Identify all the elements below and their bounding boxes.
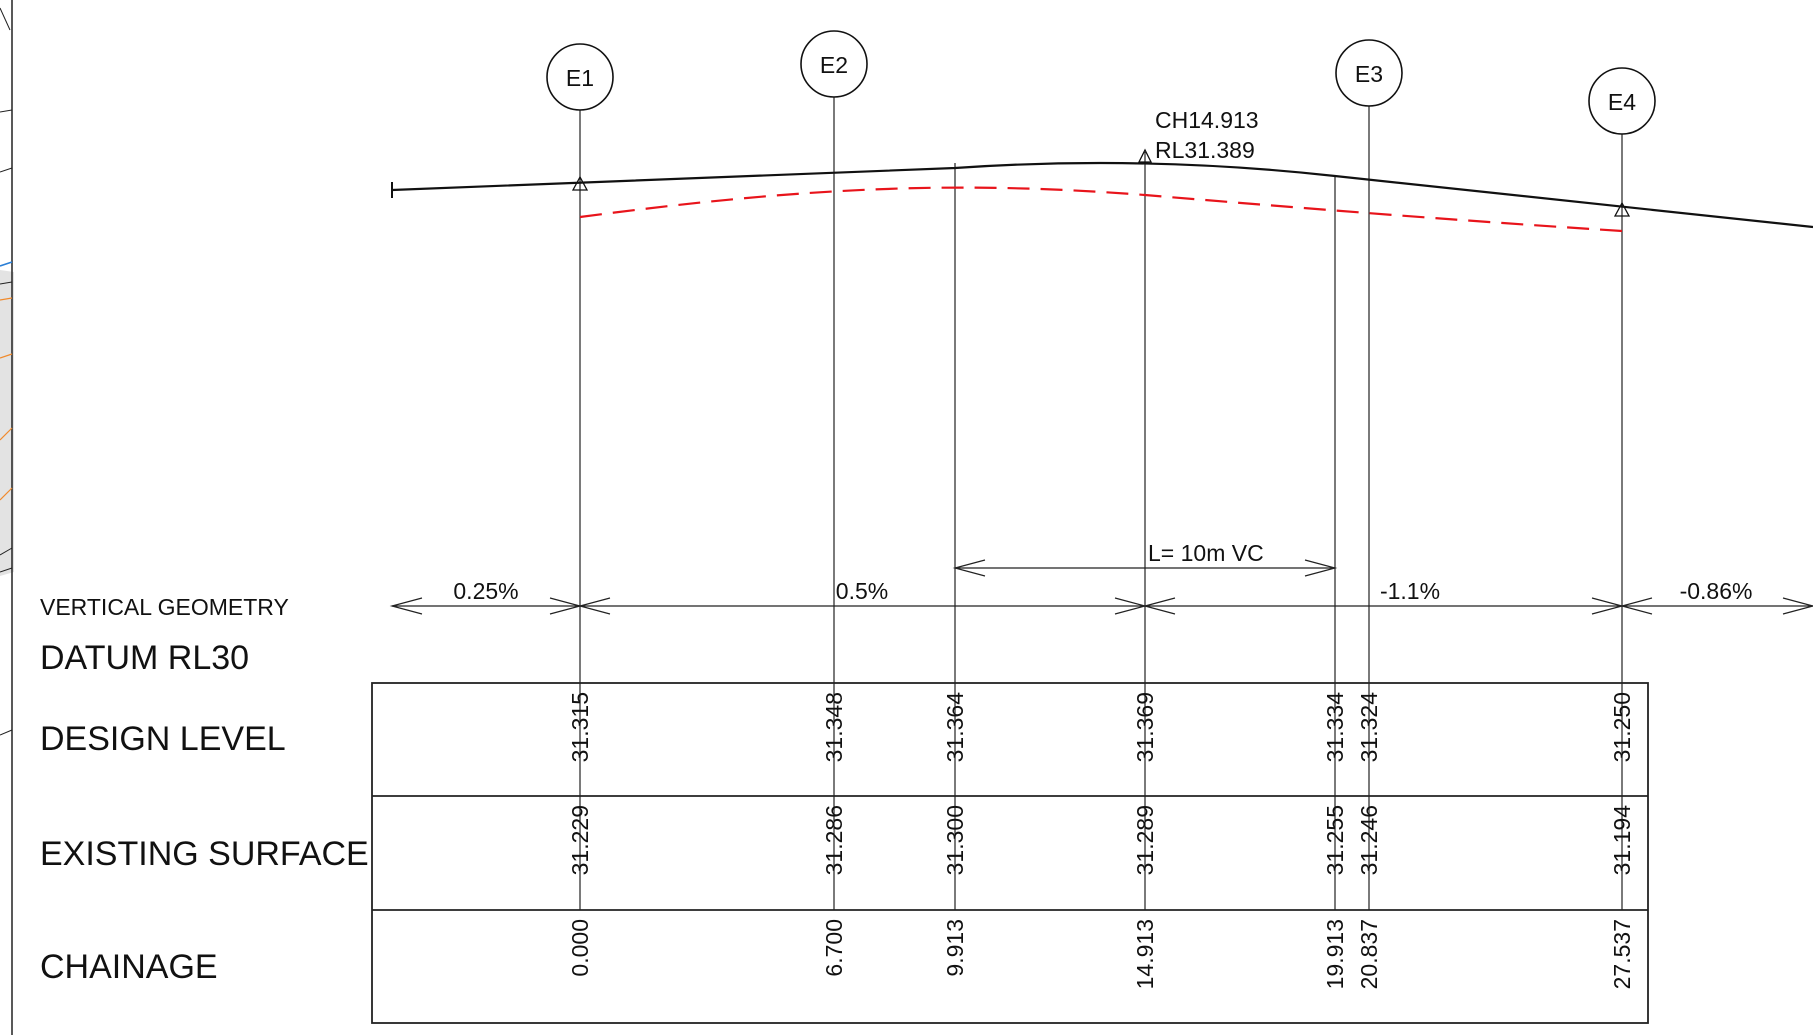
table-values: 31.315 31.229 0.000 31.348 31.286 6.700 31.364… [567,692,1635,990]
plan-line [0,547,13,556]
grade-arrow [1142,597,1176,615]
existing-surface-title: EXISTING SURFACE [40,835,369,873]
plan-orange-line [0,487,13,501]
table-frame [371,682,1649,1024]
marker-circle [1588,67,1656,135]
chainage-value-cell: 27.537 [1609,919,1635,989]
marker-label: E2 [820,52,848,78]
design-value-cell: 31.250 [1609,692,1635,762]
profile-point-marker [571,175,589,191]
plan-orange-line [0,297,13,301]
plan-blue-line [0,261,13,267]
existing-surface-line [579,186,1623,233]
existing-value-cell: 31.289 [1132,805,1158,875]
station-lines [579,96,1623,910]
chainage-value-cell: 9.913 [942,919,968,977]
chainage-value-cell: 14.913 [1132,919,1158,989]
marker-bubble-e3: E3 [1335,39,1403,107]
grade-label-1: 0.25% [453,578,518,604]
existing-value-cell: 31.194 [1609,805,1635,876]
vc-length-label: L= 10m VC [1148,540,1264,566]
existing-value-cell: 31.300 [942,805,968,875]
grade-arrow [389,597,423,615]
marker-bubble-e1: E1 [546,43,614,111]
profile-point-marker [1613,201,1631,217]
marker-circle [1335,39,1403,107]
design-value-cell: 31.364 [942,692,968,763]
grade-label-3: -1.1% [1380,578,1440,604]
chainage-value-cell: 20.837 [1356,919,1382,989]
marker-bubble-e2: E2 [800,30,868,98]
grade-label-4: -0.86% [1680,578,1753,604]
marker-bubble-e4: E4 [1588,67,1656,135]
vertical-curve-dimension: L= 10m VC [952,540,1338,577]
marker-label: E3 [1355,61,1383,87]
design-value-cell: 31.324 [1356,692,1382,763]
plan-line [0,7,11,31]
vc-arrow-right [1304,559,1338,577]
grade-arrow [577,597,611,615]
plan-orange-line [0,427,13,441]
chainage-value-cell: 0.000 [567,919,593,977]
vc-arrow-left [952,559,986,577]
grade-arrow [1619,597,1653,615]
chainage-value-cell: 19.913 [1322,919,1348,989]
existing-value-cell: 31.246 [1356,805,1382,875]
marker-circle [546,43,614,111]
design-level-title: DESIGN LEVEL [40,720,286,758]
design-value-cell: 31.369 [1132,692,1158,762]
plan-line [0,281,13,285]
plan-line [0,167,13,173]
plan-orange-line [0,353,13,359]
grade-arrow [1782,597,1813,615]
marker-label: E1 [566,65,594,91]
plan-line [0,567,13,573]
plan-line [0,109,13,113]
plan-hatched-area [0,270,14,576]
design-value-cell: 31.348 [821,692,847,762]
design-value-cell: 31.315 [567,692,593,762]
marker-label: E4 [1608,89,1636,115]
crest-rl-label: RL31.389 [1155,137,1255,163]
existing-value-cell: 31.286 [821,805,847,875]
chainage-value-cell: 6.700 [821,919,847,977]
existing-value-cell: 31.229 [567,805,593,875]
design-value-cell: 31.334 [1322,692,1348,763]
datum-title: DATUM RL30 [40,639,249,677]
vertical-geometry-title: VERTICAL GEOMETRY [40,594,289,620]
plan-line [0,729,13,736]
chainage-title: CHAINAGE [40,948,218,986]
adjacent-plan-fragment [0,0,14,1035]
crest-chainage-label: CH14.913 [1155,107,1259,133]
crest-marker [1137,148,1153,163]
data-table [371,682,1649,1024]
existing-value-cell: 31.255 [1322,805,1348,875]
marker-circle [800,30,868,98]
grade-label-2: 0.5% [836,578,888,604]
grade-dimension-line: 0.25% 0.5% -1.1% -0.86% [389,578,1813,615]
design-profile-line [391,161,1813,229]
